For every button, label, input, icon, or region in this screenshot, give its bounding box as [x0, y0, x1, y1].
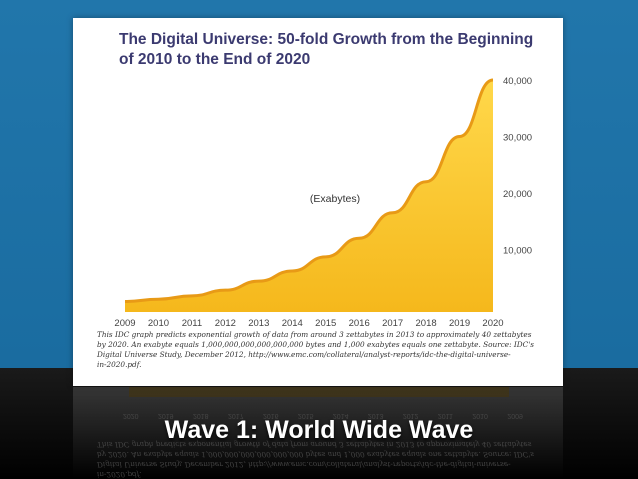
- y-tick-label: 30,000: [503, 133, 532, 144]
- slide-background-bottom: [0, 368, 638, 479]
- area-series-edge: [124, 78, 494, 303]
- reflection-line: Digital Universe Study, December 2012, h…: [97, 460, 511, 469]
- reflection-caption: in-2020.pdf. Digital Universe Study, Dec…: [97, 439, 545, 479]
- chart-plot: 2009 2010 2011 2012 2013 2014 2015 2016 2017 2018…: [114, 76, 532, 329]
- reflection-area: [129, 387, 509, 397]
- x-tick-label: 2018: [416, 318, 437, 329]
- chart-title: The Digital Universe: 50-fold Growth fro…: [119, 31, 534, 68]
- x-tick-label: 2013: [248, 318, 269, 329]
- caption-line: This IDC graph predicts exponential grow…: [97, 330, 532, 339]
- x-tick-label: 2020: [482, 318, 503, 329]
- x-tick-label: 2015: [315, 318, 336, 329]
- x-tick-label: 2016: [349, 318, 370, 329]
- x-tick-label: 2017: [382, 318, 403, 329]
- chart-image: The Digital Universe: 50-fold Growth fro…: [73, 18, 563, 386]
- x-tick-label: 2014: [282, 318, 303, 329]
- area-series: [125, 80, 493, 312]
- x-tick-label: 2011: [182, 318, 202, 329]
- x-tick-label: 2010: [148, 318, 169, 329]
- chart-annotation: (Exabytes): [310, 193, 360, 205]
- caption-line: by 2020. An exabyte equals 1,000,000,000…: [97, 340, 534, 349]
- y-tick-label: 10,000: [503, 246, 532, 257]
- slide-title: Wave 1: World Wide Wave: [164, 416, 474, 444]
- reflection-line: in-2020.pdf.: [97, 470, 142, 479]
- x-tick-label: 2009: [114, 318, 135, 329]
- y-tick-label: 20,000: [503, 189, 532, 200]
- reflection-line: by 2020. An exabyte equals 1,000,000,000…: [97, 450, 534, 459]
- caption-line: in-2020.pdf.: [97, 360, 142, 369]
- caption-line: Digital Universe Study, December 2012, h…: [97, 350, 511, 359]
- x-tick-label: 2012: [215, 318, 236, 329]
- y-tick-label: 40,000: [503, 76, 532, 87]
- x-tick-label: 2019: [449, 318, 470, 329]
- chart-caption: This IDC graph predicts exponential grow…: [97, 330, 545, 370]
